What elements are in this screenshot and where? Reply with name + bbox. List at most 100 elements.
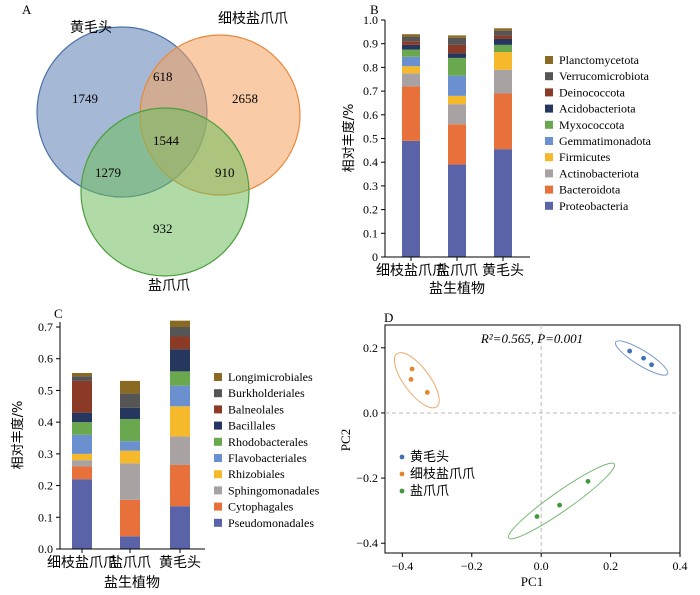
c-bar-segment-flavobacteriales — [72, 434, 92, 454]
d-legend-marker — [399, 488, 405, 494]
c-bar-segment-cytophagales — [72, 466, 92, 480]
c-bar-segment-bacillales — [120, 407, 140, 419]
c-y-tick-label: 0.1 — [38, 510, 53, 524]
venn-value-xizhi-yan: 910 — [215, 165, 235, 180]
b-legend-label: Acidobacteriota — [559, 102, 636, 116]
panel-b-stacked-bar: B 0 0.1 0.2 0.3 0.4 0.5 0.6 0.7 0.8 0.9 1.0 细枝盐爪爪盐… — [341, 2, 652, 297]
c-bar-segment-sphingomonadales — [72, 460, 92, 467]
b-bar-segment-gemmatimonadota — [448, 75, 466, 96]
c-bar-segment-pseudomonadales — [72, 479, 92, 549]
d-legend-label: 黄毛头 — [410, 450, 449, 465]
c-legend-label: Rhodobacterales — [228, 435, 308, 449]
c-legend-swatch — [214, 373, 222, 381]
c-bar-segment-flavobacteriales — [170, 385, 190, 407]
d-x-tick-label: 0.4 — [673, 559, 688, 573]
b-y-tick-label: 0.7 — [363, 84, 378, 98]
b-legend-label: Firmicutes — [559, 150, 611, 164]
b-bar-segment-myxococcota — [448, 57, 466, 76]
b-bar-segment-verrucomicrobiota — [402, 36, 420, 42]
b-legend-label: Planctomycetota — [559, 53, 640, 67]
c-bar-segment-burkholderiales — [72, 376, 92, 381]
venn-circle-yan — [80, 107, 250, 277]
c-bar-segment-rhizobiales — [170, 406, 190, 437]
c-legend-label: Balneolales — [228, 402, 284, 416]
c-y-tick-label: 0.4 — [38, 415, 53, 429]
c-bar-segment-balneolales — [72, 380, 92, 413]
panel-b-legend: Proteobacteria Bacteroidota Actinobacterio… — [545, 53, 652, 213]
b-legend-swatch — [545, 88, 553, 97]
b-legend-swatch — [545, 56, 553, 64]
c-bar-segment-rhodobacterales — [120, 418, 140, 442]
b-bar-segment-acidobacteriota — [448, 53, 466, 58]
venn-value-huang-xizhi: 618 — [153, 69, 173, 84]
b-bar-segment-proteobacteria — [448, 164, 466, 257]
b-bar-segment-myxococcota — [402, 49, 420, 57]
d-y-tick-label: −0.4 — [356, 536, 378, 550]
c-y-tick-label: 0.3 — [38, 447, 53, 461]
b-bar-segment-actinobacteriota — [494, 69, 512, 94]
c-x-tick-label: 盐爪爪 — [109, 555, 151, 571]
c-bar-segment-burkholderiales — [120, 393, 140, 408]
b-bar-segment-planctomycetota — [448, 35, 466, 38]
panel-d-pcoa: D −0.4 −0.2 0.0 0.2 0.4 −0.4 −0.2 0.0 0.2 R²=0.5… — [338, 310, 688, 589]
d-legend-marker — [399, 471, 405, 477]
c-bar-segment-pseudomonadales — [170, 506, 190, 549]
b-y-tick-label: 0.5 — [363, 132, 378, 146]
c-y-tick-label: 0.2 — [38, 479, 53, 493]
b-bar-segment-acidobacteriota — [402, 44, 420, 50]
d-point — [557, 502, 562, 508]
b-legend-label: Deinococcota — [559, 85, 626, 99]
panel-a-letter: A — [22, 2, 32, 17]
b-bar-segment-planctomycetota — [402, 34, 420, 37]
c-bar-segment-balneolales — [170, 336, 190, 350]
c-y-tick-label: 0.7 — [38, 320, 53, 334]
c-legend-swatch — [214, 454, 222, 462]
b-bar-segment-deinococcota — [494, 35, 512, 39]
d-legend-label: 细枝盐爪爪 — [410, 467, 475, 482]
d-y-tick-label: 0.0 — [363, 406, 378, 420]
b-bar-segment-deinococcota — [448, 44, 466, 54]
b-bar-segment-gemmatimonadota — [402, 56, 420, 67]
b-legend-swatch — [545, 72, 553, 81]
b-y-tick-label: 0.4 — [363, 155, 378, 169]
panel-d-letter: D — [384, 310, 393, 325]
c-bar-segment-pseudomonadales — [120, 536, 140, 549]
c-bar-segment-flavobacteriales — [120, 441, 140, 451]
c-legend-swatch — [214, 389, 222, 398]
panel-a-venn: A 黄毛头 细枝盐爪爪 盐爪爪 1749 2658 932 618 1279 9… — [22, 2, 301, 294]
panel-d-y-axis-label: PC2 — [338, 429, 353, 451]
b-y-tick-label: 0.8 — [363, 60, 378, 74]
panel-b-letter: B — [370, 2, 379, 17]
venn-value-huang-only: 1749 — [72, 91, 98, 106]
c-y-tick-label: 0.0 — [38, 542, 53, 556]
c-legend-label: Flavobacteriales — [228, 451, 307, 465]
panel-d-x-axis-label: PC1 — [521, 574, 543, 589]
panel-c-y-tick-labels: 0.0 0.1 0.2 0.3 0.4 0.5 0.6 0.7 — [38, 320, 53, 556]
panel-d-zero-lines — [385, 325, 680, 553]
c-x-tick-label: 黄毛头 — [159, 554, 201, 571]
d-x-tick-label: −0.2 — [461, 559, 483, 573]
d-point — [585, 478, 591, 484]
b-legend-swatch — [545, 120, 553, 129]
b-bar-segment-proteobacteria — [402, 140, 420, 257]
d-point — [408, 376, 414, 382]
b-legend-swatch — [545, 104, 553, 113]
venn-value-yan-only: 932 — [153, 221, 173, 236]
b-bar-segment-firmicutes — [448, 95, 466, 105]
b-bar-segment-bacteroidota — [402, 86, 420, 141]
b-x-tick-label: 黄毛头 — [482, 262, 524, 279]
b-bar-segment-acidobacteriota — [494, 38, 512, 45]
b-bar-segment-verrucomicrobiota — [494, 30, 512, 36]
panel-d-ticks: −0.4 −0.2 0.0 0.2 0.4 −0.4 −0.2 0.0 0.2 — [356, 341, 687, 573]
b-bar-segment-deinococcota — [402, 41, 420, 45]
panel-c-letter: C — [54, 306, 63, 321]
b-y-tick-label: 0.3 — [363, 179, 378, 193]
b-bar-segment-proteobacteria — [494, 149, 512, 257]
b-y-tick-label: 0.2 — [363, 203, 378, 217]
c-bar-segment-cytophagales — [170, 464, 190, 507]
c-bar-segment-rhizobiales — [120, 450, 140, 464]
